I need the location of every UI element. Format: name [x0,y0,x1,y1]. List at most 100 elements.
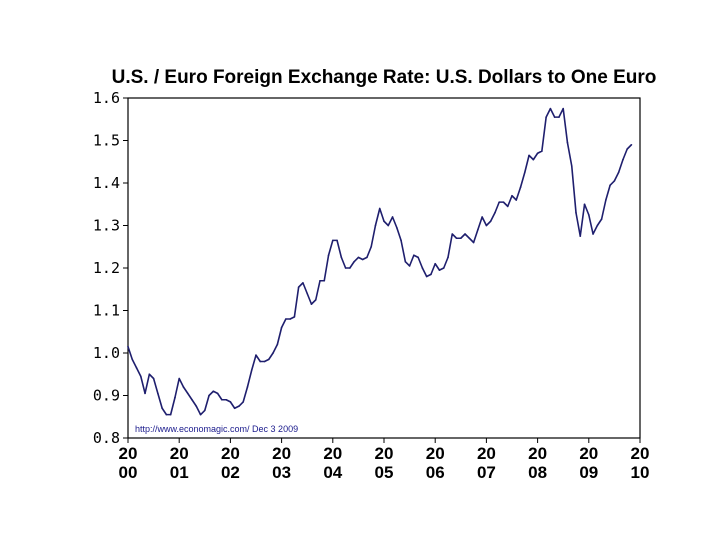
data-point [174,396,176,399]
y-tick-label: 1.6 [93,89,120,107]
data-point [263,360,266,363]
data-point [221,398,223,401]
data-point [255,354,257,356]
data-point [340,256,343,259]
data-point [191,398,193,401]
y-tick-label: 0.8 [93,429,120,447]
y-tick-label: 1.4 [93,174,120,192]
data-point [233,407,236,410]
x-tick-label-year: 00 [119,463,138,482]
data-point [451,233,454,235]
x-tick-label-century: 20 [119,444,138,463]
data-point [472,241,475,244]
data-point [370,245,373,248]
data-point [536,152,539,155]
data-point [460,237,462,240]
data-point [332,239,334,242]
data-point [566,141,569,144]
chart-title: U.S. / Euro Foreign Exchange Rate: U.S. … [112,67,657,88]
data-point [169,413,172,416]
data-point [408,265,411,267]
series-points [127,107,633,416]
y-tick-label: 0.9 [93,387,120,405]
data-point [524,171,526,174]
x-tick-label-year: 04 [323,463,342,482]
data-point [250,369,253,371]
series-line-usd-per-eur [127,107,633,416]
data-point [579,235,582,237]
data-point [225,398,227,401]
data-point [238,405,240,407]
data-point [152,377,155,380]
data-point [366,256,368,259]
data-point [600,218,603,220]
data-point [157,392,159,395]
data-point [477,228,479,231]
data-point [182,386,185,388]
data-point [229,401,232,403]
data-point [276,343,279,346]
data-point [417,256,419,259]
data-point [613,180,616,182]
data-point [165,413,168,416]
data-point [186,392,189,395]
data-point [498,201,501,203]
data-point [562,107,564,110]
data-point [502,201,505,203]
data-point [592,233,594,235]
data-point [387,224,390,227]
data-point [404,260,407,263]
x-tick-label-year: 06 [426,463,445,482]
x-tick-label-century: 20 [170,444,189,463]
data-point [289,318,291,320]
data-point [430,273,432,276]
data-point [391,216,394,218]
y-tick-label: 1.5 [93,132,120,150]
x-tick-label-year: 02 [221,463,240,482]
data-point [161,407,163,410]
data-point [421,267,424,269]
data-point [293,316,296,318]
data-point [489,220,492,223]
data-point [212,390,215,393]
data-point [438,269,441,271]
data-point [481,216,483,218]
data-point [609,184,611,186]
data-point [148,373,151,376]
data-point [140,375,142,378]
data-point [442,267,445,269]
data-point [310,303,313,305]
x-tick-label-century: 20 [221,444,240,463]
data-point [570,165,573,167]
data-point [413,254,415,257]
data-point [583,203,586,206]
data-point [515,199,518,201]
data-point [344,267,347,269]
data-point [617,171,620,174]
x-tick-label-year: 09 [579,463,598,482]
data-point [199,413,202,416]
data-point [178,377,180,380]
data-point [468,237,471,240]
x-tick-label-century: 20 [477,444,496,463]
data-point [383,220,385,223]
y-tick-label: 1.3 [93,217,120,235]
x-tick-label-century: 20 [323,444,342,463]
data-point [528,154,530,157]
data-point [306,292,309,295]
y-axis-ticks: 0.8 0.9 1.0 1.1 1.2 1.3 1.4 1.5 1.6 [93,89,128,447]
data-point [268,358,270,361]
data-point [575,211,577,214]
data-point [396,226,398,229]
data-point [378,207,381,210]
data-point [506,205,509,208]
data-point [127,345,129,348]
x-axis-ticks: 2000200120022003200420052006200720082009… [119,438,649,482]
x-tick-label-year: 08 [528,463,547,482]
x-tick-label-year: 03 [272,463,291,482]
data-point [553,116,556,118]
x-tick-label-year: 01 [170,463,189,482]
data-point [144,392,146,395]
data-point [297,286,300,288]
